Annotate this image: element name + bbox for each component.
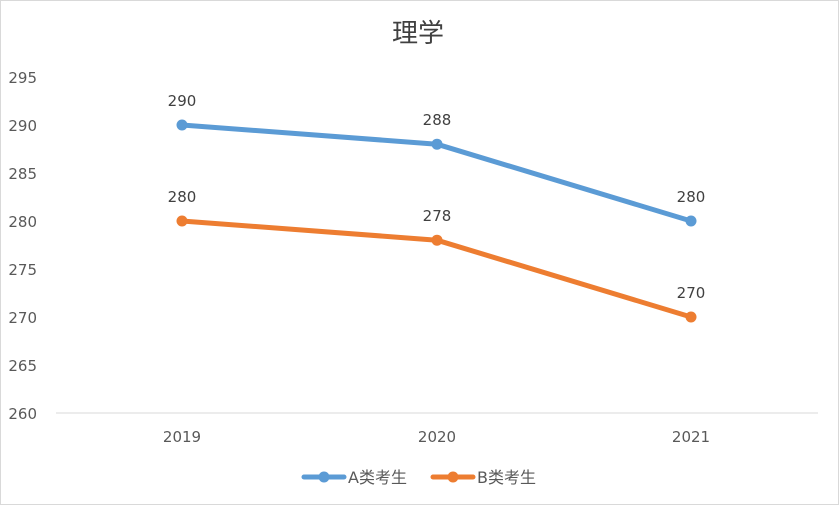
legend-item-2[interactable]: B类考生 xyxy=(430,468,536,487)
y-axis: 260 265 270 275 280 285 290 295 xyxy=(8,69,37,423)
legend-swatch-marker xyxy=(318,471,330,483)
x-tick-label: 2020 xyxy=(418,428,456,446)
data-label: 288 xyxy=(423,111,452,129)
data-label: 280 xyxy=(677,188,706,206)
data-point xyxy=(685,215,697,227)
data-point xyxy=(176,119,188,131)
y-tick-label: 280 xyxy=(8,213,37,231)
data-point xyxy=(176,215,188,227)
data-point xyxy=(431,138,443,150)
series-group xyxy=(176,119,697,323)
chart-title: 理学 xyxy=(392,19,444,49)
data-label: 278 xyxy=(423,207,452,225)
legend[interactable]: A类考生 B类考生 xyxy=(301,468,536,487)
y-tick-label: 275 xyxy=(8,261,37,279)
y-tick-label: 270 xyxy=(8,309,37,327)
y-tick-label: 285 xyxy=(8,165,37,183)
x-tick-label: 2021 xyxy=(672,428,710,446)
legend-label: B类考生 xyxy=(477,468,536,487)
data-labels: 290 288 280 280 278 270 xyxy=(168,92,706,302)
y-tick-label: 265 xyxy=(8,357,37,375)
y-tick-label: 260 xyxy=(8,405,37,423)
data-label: 290 xyxy=(168,92,197,110)
legend-label: A类考生 xyxy=(348,468,407,487)
x-tick-label: 2019 xyxy=(163,428,201,446)
data-point xyxy=(431,234,443,246)
data-point xyxy=(685,311,697,323)
x-axis: 2019 2020 2021 xyxy=(163,428,710,446)
legend-swatch-marker xyxy=(447,471,459,483)
data-label: 280 xyxy=(168,188,197,206)
legend-item-1[interactable]: A类考生 xyxy=(301,468,407,487)
data-label: 270 xyxy=(677,284,706,302)
y-tick-label: 290 xyxy=(8,117,37,135)
y-tick-label: 295 xyxy=(8,69,37,87)
